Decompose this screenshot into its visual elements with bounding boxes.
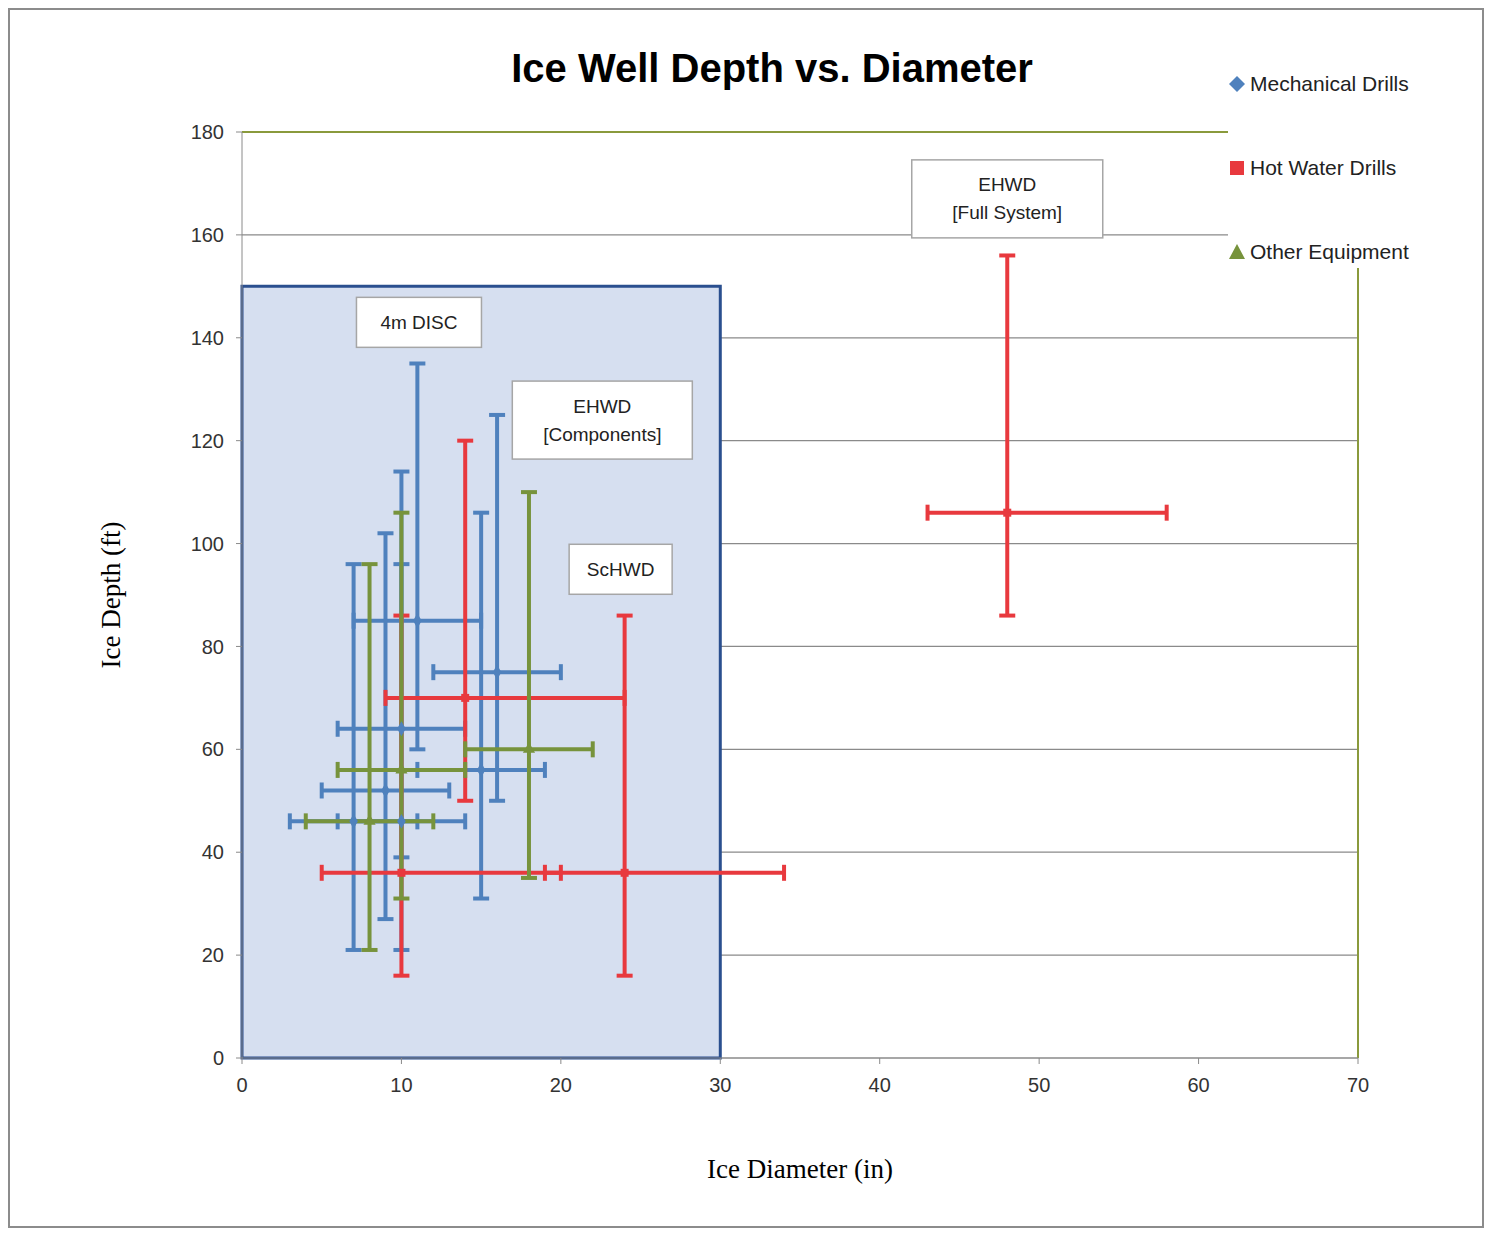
html-text:Ice Well Depth vs. Diameter: Ice Well Depth vs. Diameter	[511, 46, 1033, 90]
svg-text:4m DISC: 4m DISC	[380, 312, 457, 333]
svg-text:10: 10	[390, 1074, 412, 1096]
svg-text:50: 50	[1028, 1074, 1050, 1096]
svg-text:40: 40	[869, 1074, 891, 1096]
html-text:Mechanical Drills: Mechanical Drills	[1250, 72, 1409, 95]
svg-text:40: 40	[202, 841, 224, 863]
svg-text:30: 30	[709, 1074, 731, 1096]
svg-text:140: 140	[191, 327, 224, 349]
html-text:Hot Water Drills: Hot Water Drills	[1250, 156, 1397, 179]
svg-text:20: 20	[550, 1074, 572, 1096]
svg-text:20: 20	[202, 944, 224, 966]
svg-text:[Full System]: [Full System]	[952, 202, 1062, 223]
svg-text:60: 60	[202, 738, 224, 760]
svg-text:60: 60	[1187, 1074, 1209, 1096]
svg-text:0: 0	[236, 1074, 247, 1096]
svg-text:160: 160	[191, 224, 224, 246]
svg-text:EHWD: EHWD	[573, 396, 631, 417]
svg-text:EHWD: EHWD	[978, 174, 1036, 195]
svg-text:0: 0	[213, 1047, 224, 1069]
svg-text:70: 70	[1347, 1074, 1369, 1096]
html-text:Other Equipment: Other Equipment	[1250, 240, 1409, 263]
svg-text:Ice Diameter (in): Ice Diameter (in)	[707, 1154, 893, 1184]
svg-text:80: 80	[202, 636, 224, 658]
svg-text:180: 180	[191, 121, 224, 143]
svg-text:100: 100	[191, 533, 224, 555]
svg-text:Ice Depth (ft): Ice Depth (ft)	[96, 522, 126, 669]
svg-text:[Components]: [Components]	[543, 424, 661, 445]
svg-text:120: 120	[191, 430, 224, 452]
svg-text:ScHWD: ScHWD	[587, 559, 655, 580]
